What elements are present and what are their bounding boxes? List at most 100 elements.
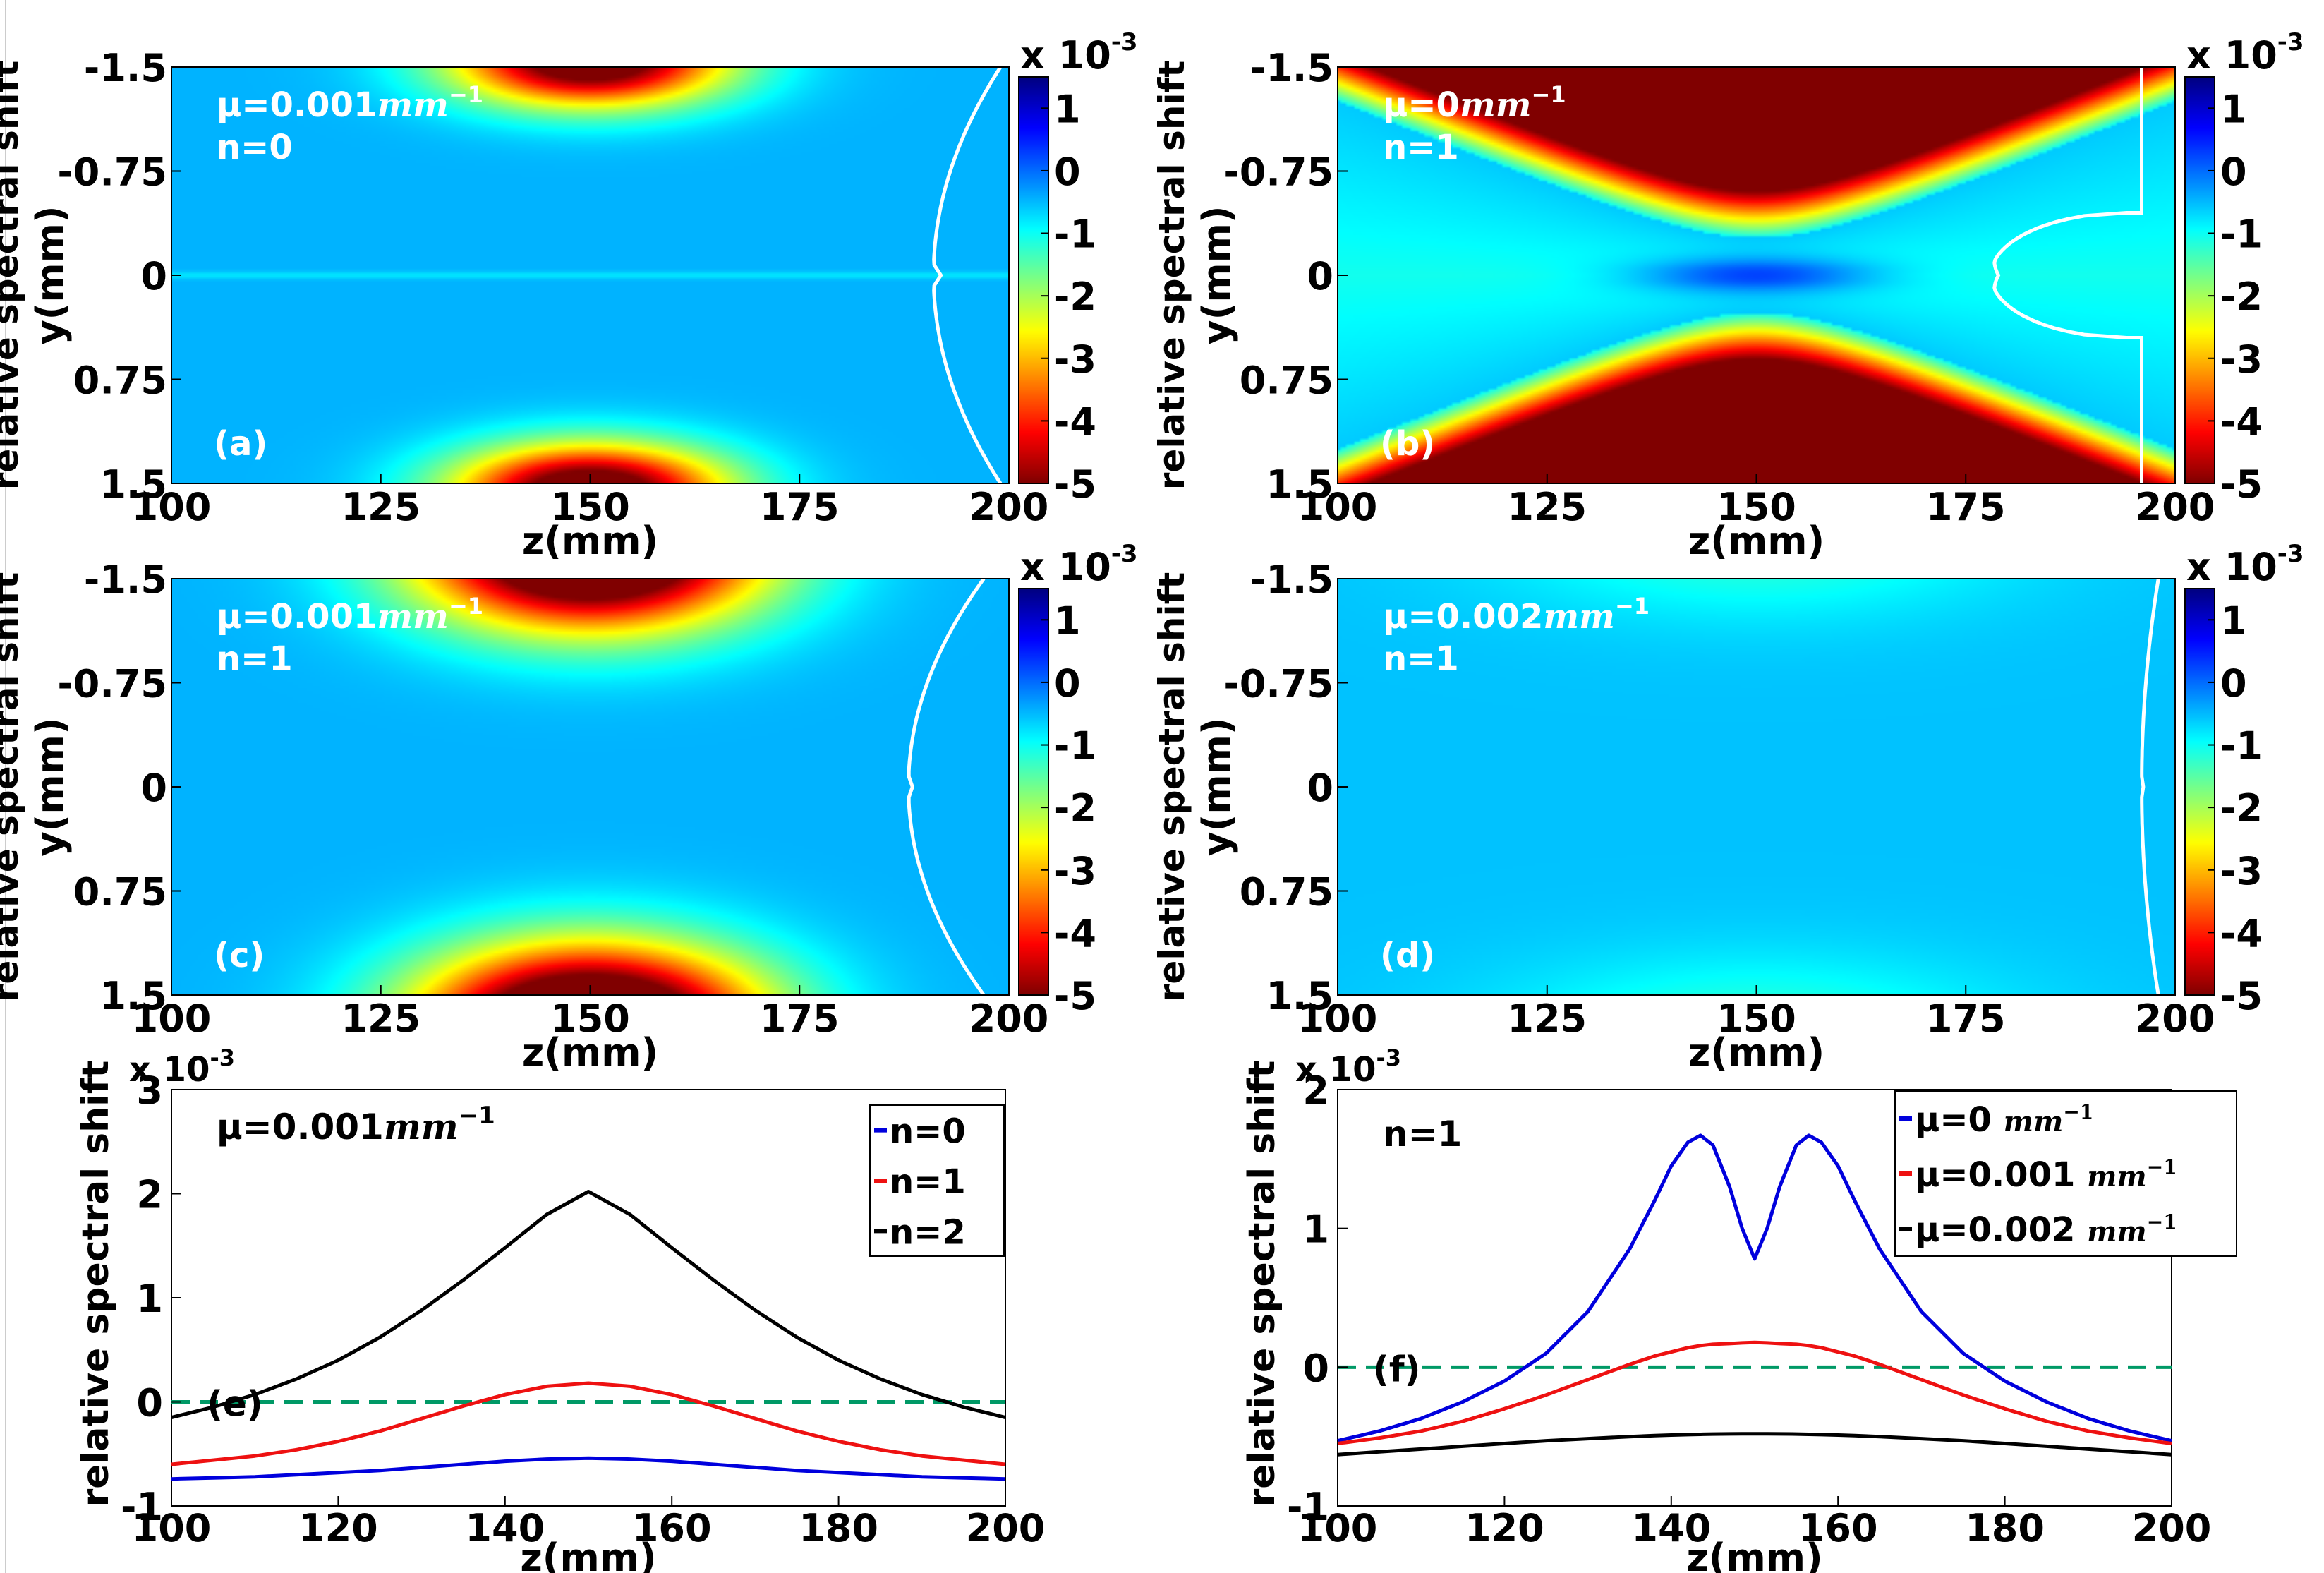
series-line-f-2 (1337, 1432, 2172, 1457)
panel-label-a: (a) (214, 424, 267, 464)
legend-entry-f: μ=0.001 mm−1 (1915, 1155, 2177, 1195)
colorbar-tick-label-a: -1 (1054, 212, 1096, 257)
y-tick-label-e: 3 (136, 1068, 163, 1113)
y-tick-label-c: -1.5 (84, 558, 167, 602)
x-axis-label-a: z(mm) (522, 519, 658, 563)
colorbar-tick-label-b: 1 (2220, 87, 2247, 131)
colorbar-b (2185, 77, 2215, 483)
panel-label-b: (b) (1380, 424, 1435, 464)
annotation-mu-value-a: μ=0.001 (217, 85, 377, 125)
series-line-e-0 (171, 1456, 1006, 1481)
colorbar-tick-label-b: -2 (2220, 275, 2263, 319)
y-tick-label-a: 0 (140, 254, 167, 299)
annotation-e: μ=0.001mm−1 (217, 1102, 495, 1147)
annotation-mu-b: μ=0mm−1 (1383, 81, 1566, 125)
y-tick-label-a: -1.5 (84, 46, 167, 90)
x-tick-label-f: 120 (1465, 1506, 1544, 1550)
series-line-e-1 (171, 1381, 1006, 1466)
annotation-f: n=1 (1383, 1114, 1462, 1155)
x-tick-label-c: 200 (969, 996, 1049, 1041)
outer-y-label-a: relative spectral shift (0, 61, 26, 490)
heatmap-field-b (1338, 67, 2175, 483)
annotation-mu-unit-c: mm (377, 597, 449, 637)
x-tick-label-c: 175 (760, 996, 840, 1041)
x-tick-label-d: 150 (1717, 996, 1796, 1041)
x-tick-label-a: 200 (969, 485, 1049, 529)
heatmap-field-c (171, 579, 1009, 995)
y-axis-label-e: relative spectral shift (75, 1061, 117, 1507)
x-tick-label-c: 125 (341, 996, 420, 1041)
legend-entry-e: n=2 (890, 1212, 966, 1252)
legend-entry-name-e: n=2 (890, 1212, 966, 1252)
legend-entry-name-f: μ=0 (1915, 1100, 2004, 1140)
x-tick-label-c: 150 (550, 996, 630, 1041)
line-panel-f: 100 120 140 160 180 200 2 1 0 -1 z(mm) relative spe… (1241, 1044, 2237, 1573)
y-tick-label-e: -1 (121, 1485, 163, 1529)
y-tick-label-a: 1.5 (99, 462, 167, 507)
x-tick-label-c: 100 (132, 996, 212, 1041)
x-tick-label-b: 125 (1507, 485, 1587, 529)
annotation-mu-sup-d: −1 (1615, 593, 1650, 620)
annotation-mu-c: μ=0.001mm−1 (217, 593, 483, 637)
y-tick-label-c: 1.5 (99, 974, 167, 1018)
legend-entry-sup-f: −1 (2147, 1155, 2177, 1179)
x-tick-label-b: 150 (1717, 485, 1796, 529)
colorbar-a (1019, 77, 1048, 483)
y-axis-label-a: y(mm) (28, 205, 73, 344)
axis-exponent-f: x 10-3 (1295, 1044, 1401, 1090)
x-axis-label-c: z(mm) (522, 1030, 658, 1075)
y-tick-label-f: 1 (1302, 1207, 1329, 1252)
y-tick-label-e: 1 (136, 1277, 163, 1321)
colorbar-tick-label-d: -3 (2220, 849, 2263, 893)
colorbar-tick-label-d: -1 (2220, 724, 2263, 769)
colorbar-c (1019, 589, 1048, 995)
line-panel-e: 100 120 140 160 180 200 3 2 1 0 -1 z(mm) relative sp… (75, 1044, 1045, 1573)
colorbar-frame-d (2184, 588, 2215, 996)
colorbar-tick-label-d: 0 (2220, 661, 2247, 706)
y-tick-label-d: 0 (1307, 766, 1333, 810)
legend-entry-f: μ=0 mm−1 (1915, 1100, 2093, 1140)
legend-entry-e: n=0 (890, 1112, 966, 1152)
outer-y-label-d: relative spectral shift (1151, 572, 1192, 1002)
colorbar-frame-b (2184, 76, 2215, 484)
axis-exponent-sup-e: -3 (210, 1044, 235, 1071)
colorbar-tick-label-d: -4 (2220, 911, 2263, 956)
series-line-f-0 (1337, 1133, 2172, 1443)
x-tick-label-f: 160 (1798, 1506, 1878, 1550)
x-tick-label-d: 125 (1507, 996, 1587, 1041)
colorbar-tick-label-c: -1 (1054, 724, 1096, 769)
colorbar-exponent-sup-a: -3 (1111, 28, 1138, 56)
white-contour-a (932, 66, 1003, 485)
y-tick-label-c: 0.75 (73, 870, 167, 915)
legend-entry-name-e: n=0 (890, 1112, 966, 1152)
legend-entry-f: μ=0.002 mm−1 (1915, 1210, 2177, 1250)
colorbar-tick-label-a: -5 (1054, 462, 1096, 507)
annotation-mu-d: μ=0.002mm−1 (1383, 593, 1650, 637)
y-tick-label-b: 0 (1307, 254, 1333, 299)
colorbar-exponent-base-b: x 10 (2186, 33, 2277, 78)
x-axis-label-f: z(mm) (1686, 1536, 1822, 1573)
x-tick-label-a: 150 (550, 485, 630, 529)
colorbar-frame-c (1018, 588, 1049, 996)
outer-y-label-c: relative spectral shift (0, 572, 26, 1002)
colorbar-tick-label-c: -2 (1054, 786, 1096, 831)
panel-label-e: (e) (207, 1384, 263, 1425)
y-tick-label-b: 0.75 (1240, 358, 1333, 403)
legend-e: n=0 n=1 n=2 (869, 1104, 1005, 1257)
annotation-mu-value-b: μ=0 (1383, 85, 1460, 125)
y-tick-label-b: 1.5 (1266, 462, 1333, 507)
legend-entry-unit-f: mm (2087, 1160, 2147, 1193)
colorbar-tick-label-d: 1 (2220, 598, 2247, 643)
x-tick-label-e: 140 (465, 1506, 545, 1550)
annotation-sup-e: −1 (459, 1102, 495, 1130)
colorbar-exponent-base-a: x 10 (1020, 33, 1111, 78)
colorbar-tick-label-c: -3 (1054, 849, 1096, 893)
x-tick-label-d: 175 (1926, 996, 2006, 1041)
y-axis-label-d: y(mm) (1194, 717, 1239, 856)
axis-exponent-e: x 10-3 (129, 1044, 235, 1090)
colorbar-tick-label-a: 0 (1054, 150, 1081, 194)
y-tick-label-c: 0 (140, 766, 167, 810)
